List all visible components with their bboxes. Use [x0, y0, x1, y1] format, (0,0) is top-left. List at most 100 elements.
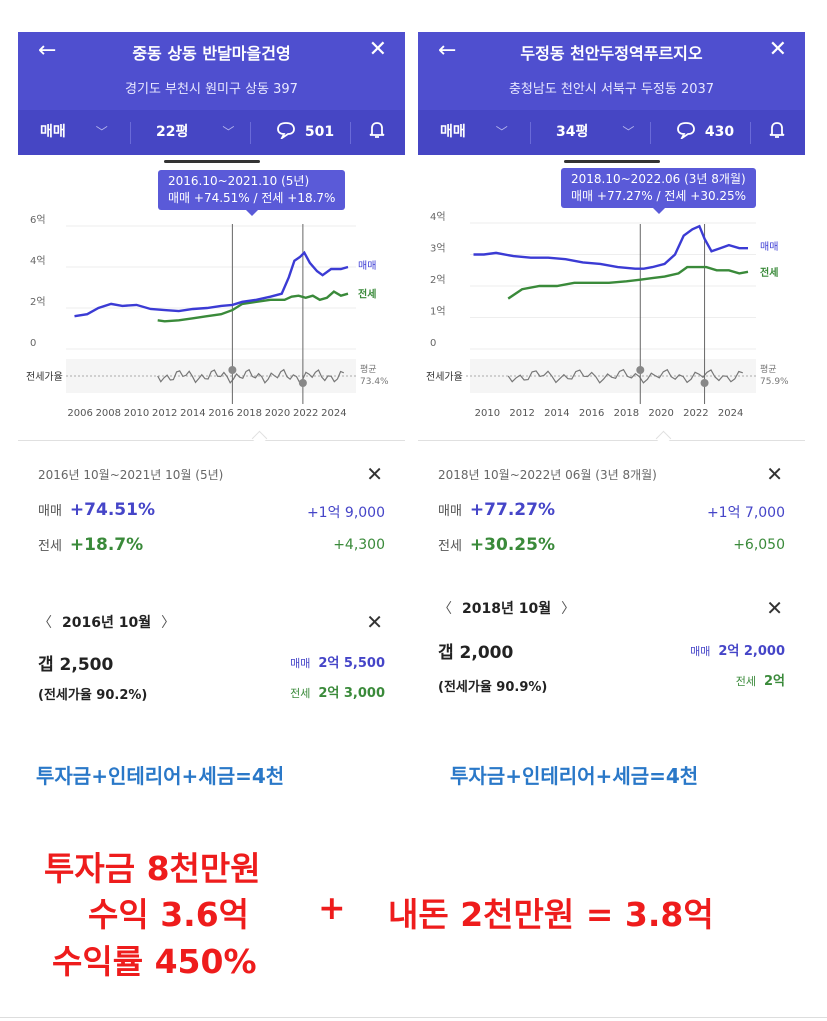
back-arrow-icon[interactable]: ←	[38, 38, 57, 63]
x-tick-label: 2006	[67, 408, 92, 419]
x-tick-label: 2010	[475, 408, 500, 419]
next-month-button[interactable]: 〉	[561, 601, 576, 617]
avg-value: 75.9%	[760, 377, 789, 387]
x-tick-label: 2012	[152, 408, 177, 419]
x-tick-label: 2020	[648, 408, 673, 419]
chevron-down-icon: ﹀	[95, 125, 108, 139]
detail-jeonse: 전세 2억 3,000	[290, 686, 385, 701]
y-tick-label: 4억	[430, 211, 446, 223]
avg-value: 73.4%	[360, 377, 389, 387]
drag-handle[interactable]	[163, 160, 260, 163]
avg-label: 평균	[760, 364, 777, 375]
left-formula-note: 투자금+인테리어+세금=4천	[36, 764, 285, 788]
legend-jeonse: 전세	[358, 288, 376, 301]
ratio-line	[157, 368, 345, 384]
x-tick-label: 2008	[96, 408, 121, 419]
close-detail-icon[interactable]: ✕	[366, 610, 383, 634]
complex-title: 두정동 천안두정역푸르지오	[520, 44, 703, 63]
ratio-marker	[228, 366, 237, 374]
gap-amount: 갭 2,000	[438, 643, 514, 663]
detail-jeonse: 전세 2억	[735, 674, 785, 689]
y-tick-label: 0	[430, 338, 436, 349]
x-tick-label: 2014	[180, 408, 205, 419]
ratio-marker	[636, 366, 645, 374]
trade-type-select[interactable]: 매매 ﹀	[40, 124, 108, 140]
x-tick-label: 2012	[509, 408, 534, 419]
x-tick-label: 2014	[544, 408, 569, 419]
jeonse-ratio: (전세가율 90.9%)	[438, 680, 548, 695]
sale-label: 매매	[438, 504, 462, 519]
ratio-line	[507, 368, 743, 384]
jeonse-label: 전세	[438, 539, 462, 554]
close-summary-icon[interactable]: ✕	[366, 462, 383, 486]
bell-button[interactable]	[768, 110, 786, 155]
speech-bubble-icon	[277, 122, 295, 141]
jeonse-ratio: (전세가율 90.2%)	[38, 688, 148, 703]
annotation-own-money: 내돈 2천만원 = 3.8억	[388, 895, 714, 934]
ratio-band	[470, 359, 756, 393]
next-month-button[interactable]: 〉	[161, 615, 176, 631]
bell-button[interactable]	[368, 110, 386, 155]
chevron-down-icon: ﹀	[222, 125, 235, 139]
detail-sale: 매매 2억 5,500	[290, 656, 385, 671]
gap-amount: 갭 2,500	[38, 655, 114, 675]
range-tooltip: 2018.10~2022.06 (3년 8개월) 매매 +77.27% / 전세…	[561, 168, 757, 214]
y-tick-label: 2억	[30, 296, 46, 308]
filter-bar: 매매 ﹀ 34평 ﹀ 430	[418, 110, 805, 155]
sale-change-row: 매매 +77.27% +1억 7,000	[438, 500, 785, 524]
prev-month-button[interactable]: 〈	[438, 601, 452, 617]
close-icon[interactable]: ✕	[768, 37, 787, 62]
x-tick-label: 2024	[718, 408, 743, 419]
x-tick-label: 2018	[237, 408, 262, 419]
close-detail-icon[interactable]: ✕	[766, 596, 783, 620]
header: ← 두정동 천안두정역푸르지오 ✕ 충청남도 천안시 서북구 두정동 2037 …	[418, 32, 805, 155]
x-tick-label: 2020	[265, 408, 290, 419]
sale-amount: +1억 9,000	[306, 505, 385, 521]
speech-bubble-icon	[677, 122, 695, 141]
size-select[interactable]: 34평 ﹀	[556, 124, 635, 140]
annotation-investment: 투자금 8천만원	[44, 849, 261, 888]
jeonse-pct: +30.25%	[469, 535, 555, 555]
bell-icon	[769, 122, 785, 138]
y-tick-label: 4억	[30, 255, 46, 267]
y-tick-label: 6억	[30, 214, 46, 226]
header: ← 중동 상동 반달마을건영 ✕ 경기도 부천시 원미구 상동 397 매매 ﹀ …	[18, 32, 405, 155]
address: 충청남도 천안시 서북구 두정동 2037	[508, 82, 715, 97]
prev-month-button[interactable]: 〈	[38, 615, 52, 631]
address: 경기도 부천시 원미구 상동 397	[125, 82, 298, 97]
drag-handle[interactable]	[563, 160, 660, 163]
sale-label: 매매	[38, 504, 62, 519]
y-tick-label: 1억	[430, 306, 446, 318]
jeonse-series-line	[157, 290, 349, 323]
jeonse-amount: +4,300	[333, 537, 385, 553]
x-tick-label: 2010	[124, 408, 149, 419]
y-tick-label: 0	[30, 338, 36, 349]
x-tick-label: 2024	[321, 408, 346, 419]
back-arrow-icon[interactable]: ←	[438, 38, 457, 63]
comments-button[interactable]: 430	[676, 110, 734, 155]
annotation-return-rate: 수익률 450%	[52, 942, 257, 981]
right-listing-panel: ← 두정동 천안두정역푸르지오 ✕ 충청남도 천안시 서북구 두정동 2037 …	[418, 32, 805, 750]
legend-sale: 매매	[358, 260, 376, 272]
tooltip-range: 2018.10~2022.06 (3년 8개월)	[571, 172, 746, 186]
jeonse-amount: +6,050	[733, 537, 785, 553]
sale-pct: +74.51%	[69, 500, 155, 520]
size-select[interactable]: 22평 ﹀	[156, 124, 235, 140]
close-icon[interactable]: ✕	[368, 37, 387, 62]
ratio-label: 전세가율	[426, 371, 463, 383]
annotation-plus: +	[318, 888, 346, 927]
summary-range: 2018년 10월~2022년 06월 (3년 8개월)	[438, 468, 657, 482]
sale-pct: +77.27%	[469, 500, 555, 520]
sale-change-row: 매매 +74.51% +1억 9,000	[38, 500, 385, 524]
sale-series-line	[74, 250, 349, 318]
y-tick-label: 3억	[430, 243, 446, 255]
trade-type-select[interactable]: 매매 ﹀	[440, 124, 508, 140]
jeonse-series-line	[507, 265, 749, 300]
legend-sale: 매매	[760, 241, 778, 253]
comments-button[interactable]: 501	[276, 110, 334, 155]
month-selector: 〈 2018년 10월 〉	[438, 598, 585, 618]
month-label: 2018년 10월	[462, 601, 552, 617]
close-summary-icon[interactable]: ✕	[766, 462, 783, 486]
